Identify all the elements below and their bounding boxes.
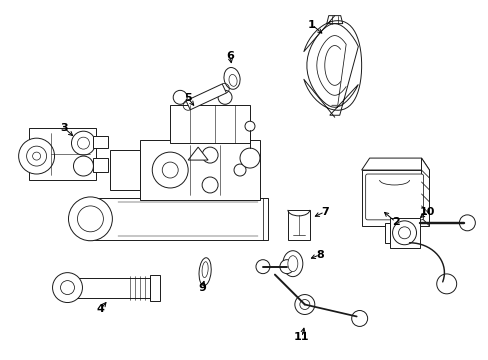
Circle shape bbox=[33, 152, 41, 160]
Polygon shape bbox=[421, 158, 428, 226]
Circle shape bbox=[19, 138, 55, 174]
Polygon shape bbox=[185, 84, 226, 110]
Circle shape bbox=[240, 148, 260, 168]
Polygon shape bbox=[170, 105, 249, 143]
Polygon shape bbox=[384, 223, 389, 243]
Circle shape bbox=[26, 146, 46, 166]
FancyBboxPatch shape bbox=[365, 174, 423, 220]
Circle shape bbox=[152, 152, 188, 188]
Circle shape bbox=[255, 260, 269, 274]
Circle shape bbox=[202, 177, 218, 193]
Circle shape bbox=[244, 121, 254, 131]
Text: 4: 4 bbox=[96, 305, 104, 315]
Polygon shape bbox=[150, 275, 160, 301]
Ellipse shape bbox=[287, 256, 297, 272]
Circle shape bbox=[294, 294, 314, 315]
Polygon shape bbox=[188, 147, 208, 160]
Circle shape bbox=[77, 206, 103, 232]
Circle shape bbox=[299, 300, 309, 310]
Polygon shape bbox=[361, 170, 428, 226]
Polygon shape bbox=[389, 218, 419, 248]
Circle shape bbox=[351, 310, 367, 327]
Ellipse shape bbox=[228, 75, 237, 86]
Circle shape bbox=[162, 162, 178, 178]
Text: 9: 9 bbox=[198, 283, 205, 293]
Text: 5: 5 bbox=[184, 93, 192, 103]
Polygon shape bbox=[110, 150, 140, 190]
Polygon shape bbox=[29, 128, 96, 180]
Text: 2: 2 bbox=[391, 217, 399, 227]
Polygon shape bbox=[93, 136, 108, 148]
Polygon shape bbox=[287, 210, 309, 240]
Text: 11: 11 bbox=[293, 332, 309, 342]
Polygon shape bbox=[361, 158, 428, 170]
Text: 3: 3 bbox=[61, 123, 68, 133]
Circle shape bbox=[279, 260, 293, 274]
Circle shape bbox=[436, 274, 456, 294]
Ellipse shape bbox=[199, 258, 211, 285]
Text: 1: 1 bbox=[307, 19, 315, 30]
Circle shape bbox=[52, 273, 82, 302]
Circle shape bbox=[68, 197, 112, 241]
Circle shape bbox=[61, 280, 74, 294]
Circle shape bbox=[398, 227, 410, 239]
Circle shape bbox=[73, 156, 93, 176]
Ellipse shape bbox=[224, 68, 240, 89]
Circle shape bbox=[392, 221, 416, 245]
Polygon shape bbox=[306, 24, 358, 115]
Circle shape bbox=[173, 90, 187, 104]
Polygon shape bbox=[93, 158, 108, 172]
Text: 6: 6 bbox=[225, 51, 233, 62]
Circle shape bbox=[71, 131, 95, 155]
Polygon shape bbox=[140, 140, 260, 200]
Circle shape bbox=[77, 137, 89, 149]
Text: 7: 7 bbox=[320, 207, 328, 217]
Text: 8: 8 bbox=[315, 250, 323, 260]
Polygon shape bbox=[67, 278, 150, 298]
Circle shape bbox=[458, 215, 474, 231]
Circle shape bbox=[234, 164, 245, 176]
Circle shape bbox=[202, 147, 218, 163]
Ellipse shape bbox=[202, 262, 208, 278]
Polygon shape bbox=[88, 198, 267, 240]
Circle shape bbox=[218, 90, 232, 104]
Ellipse shape bbox=[283, 251, 302, 276]
Text: 10: 10 bbox=[419, 207, 434, 217]
